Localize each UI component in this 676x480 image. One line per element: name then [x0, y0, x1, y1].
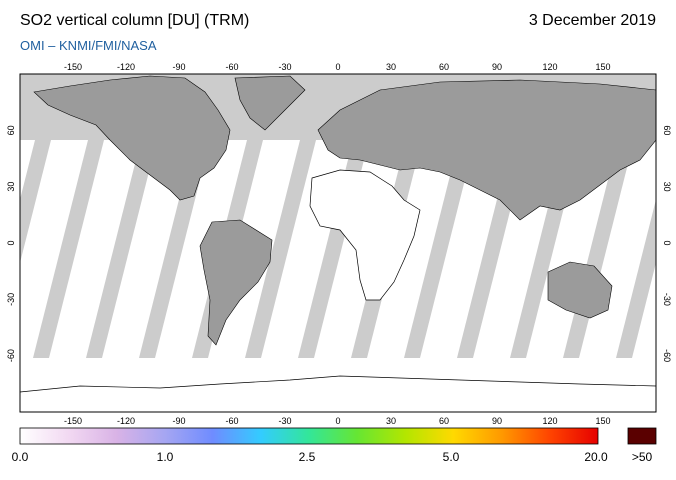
- orbit-gap-swath: [404, 140, 475, 358]
- longitude-tick-label: 120: [542, 62, 557, 72]
- longitude-tick-label: -120: [117, 416, 135, 426]
- colorbar: [19, 427, 599, 445]
- latitude-tick-label: -30: [662, 293, 672, 306]
- greenland-landmass: [234, 75, 306, 131]
- latitude-tick-label: 0: [662, 240, 672, 245]
- latitude-tick-label: -60: [6, 349, 16, 362]
- north-america-landmass: [33, 75, 231, 201]
- orbit-gap-swath: [86, 140, 157, 358]
- longitude-tick-label: 90: [492, 62, 502, 72]
- longitude-tick-label: 30: [386, 62, 396, 72]
- colorbar-tick-label: 2.5: [298, 450, 316, 464]
- longitude-tick-label: -90: [172, 62, 185, 72]
- latitude-ticks-right: 60 30 0 -30 -60: [662, 125, 672, 362]
- map-date: 3 December 2019: [528, 12, 656, 29]
- latitude-tick-label: 30: [662, 182, 672, 192]
- australia-landmass: [547, 261, 613, 319]
- longitude-tick-label: 60: [439, 416, 449, 426]
- map-content: [20, 74, 656, 393]
- orbit-gap-swath: [616, 199, 656, 358]
- latitude-tick-label: 30: [6, 182, 16, 192]
- latitude-tick-label: -30: [6, 293, 16, 306]
- map-frame: [19, 73, 657, 413]
- colorbar-overflow-label: >50: [631, 450, 653, 464]
- latitude-tick-label: 60: [662, 125, 672, 135]
- longitude-tick-label: -30: [278, 62, 291, 72]
- longitude-tick-label: 150: [595, 416, 610, 426]
- longitude-tick-label: -120: [117, 62, 135, 72]
- latitude-tick-label: -60: [662, 349, 672, 362]
- longitude-tick-label: 0: [335, 416, 340, 426]
- orbit-gap-swath: [33, 140, 104, 358]
- colorbar-tick-label: 1.0: [156, 450, 174, 464]
- orbit-swath-gaps: [20, 140, 656, 358]
- south-america-landmass: [199, 219, 273, 346]
- longitude-tick-label: -150: [64, 416, 82, 426]
- data-credit: OMI – KNMI/FMI/NASA: [20, 38, 157, 53]
- europe-asia-landmass: [317, 79, 656, 221]
- longitude-tick-label: -150: [64, 62, 82, 72]
- colorbar-tick-label: 0.0: [11, 450, 29, 464]
- longitude-tick-label: -60: [225, 416, 238, 426]
- longitude-tick-label: 0: [335, 62, 340, 72]
- longitude-tick-label: -60: [225, 62, 238, 72]
- longitude-tick-label: 90: [492, 416, 502, 426]
- colorbar-tick-label: 5.0: [442, 450, 460, 464]
- longitude-tick-label: 60: [439, 62, 449, 72]
- longitude-tick-label: 120: [542, 416, 557, 426]
- latitude-ticks-left: 60 30 0 -30 -60: [6, 125, 16, 362]
- longitude-tick-label: 30: [386, 416, 396, 426]
- colorbar-tick-label: 20.0: [584, 450, 608, 464]
- longitude-tick-label: -90: [172, 416, 185, 426]
- longitude-ticks-bottom: -150 -120 -90 -60 -30 0 30 60 90 120 150: [64, 416, 611, 426]
- longitude-tick-label: -30: [278, 416, 291, 426]
- orbit-gap-swath: [20, 140, 51, 263]
- map-title: SO2 vertical column [DU] (TRM): [20, 12, 250, 29]
- africa-landmass: [309, 169, 421, 301]
- longitude-tick-label: 150: [595, 62, 610, 72]
- latitude-tick-label: 0: [6, 240, 16, 245]
- antarctica-coastline: [20, 375, 656, 393]
- colorbar-overflow-swatch: [627, 427, 657, 445]
- latitude-tick-label: 60: [6, 125, 16, 135]
- orbit-gap-swath: [245, 140, 316, 358]
- longitude-ticks-top: -150 -120 -90 -60 -30 0 30 60 90 120 150: [64, 62, 611, 72]
